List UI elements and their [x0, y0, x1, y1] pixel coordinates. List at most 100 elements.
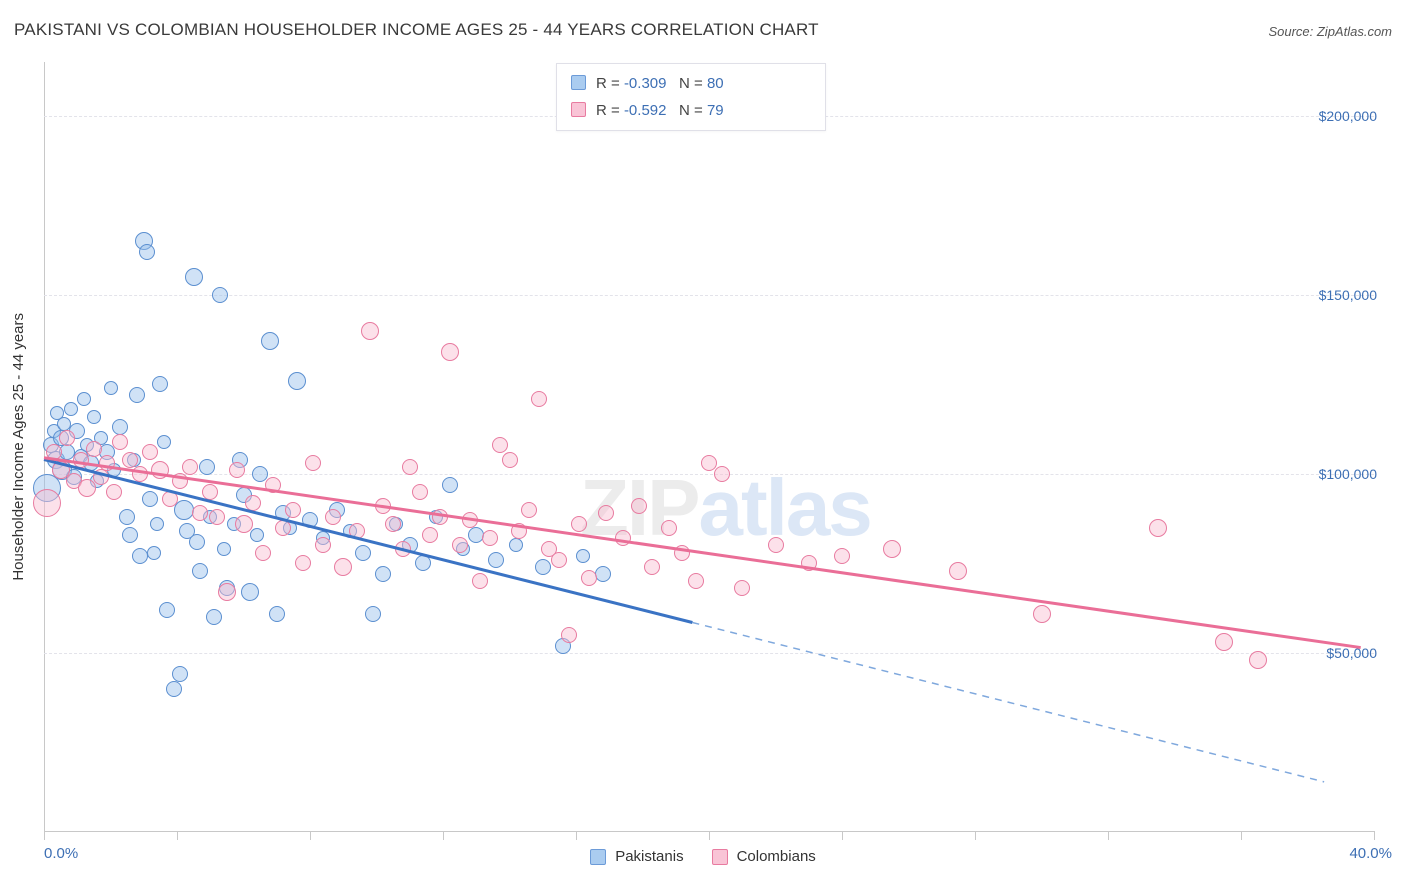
- data-point: [1248, 651, 1267, 670]
- data-point: [949, 561, 968, 580]
- y-axis-title: Householder Income Ages 25 - 44 years: [10, 62, 27, 832]
- legend-label-colombians: Colombians: [736, 848, 816, 865]
- pakistani-legend-swatch-icon: [590, 848, 607, 865]
- gridline: [44, 473, 1374, 475]
- x-tick: [709, 831, 710, 840]
- data-point: [139, 243, 156, 260]
- stats-legend-row-pakistanis: R = -0.309 N = 80: [571, 75, 724, 92]
- r-label-pakistani: R =: [596, 75, 624, 92]
- data-point: [295, 555, 312, 572]
- data-point: [184, 267, 203, 286]
- gridline: [44, 294, 1374, 296]
- pakistani-trend-line-extension: [692, 621, 1325, 783]
- data-point: [172, 666, 189, 683]
- y-tick-label: $100,000: [1318, 465, 1377, 482]
- data-point: [597, 505, 614, 522]
- data-point: [1032, 604, 1051, 623]
- trend-lines: [43, 456, 1361, 783]
- data-point: [1215, 633, 1234, 652]
- data-point: [305, 455, 322, 472]
- data-point: [182, 458, 199, 475]
- data-point: [1148, 518, 1167, 537]
- data-point: [440, 343, 459, 362]
- gridline: [44, 652, 1374, 654]
- data-point: [571, 516, 588, 532]
- legend-label-pakistanis: Pakistanis: [615, 848, 684, 865]
- data-point: [687, 573, 704, 590]
- swatch-pakistani-icon: [571, 75, 586, 90]
- data-point: [355, 544, 372, 561]
- colombian-legend-swatch-icon: [711, 848, 728, 865]
- source-label: Source: ZipAtlas.com: [1268, 24, 1392, 39]
- x-axis-max-label: 40.0%: [1349, 845, 1392, 862]
- n-value-pakistani: 80: [706, 75, 724, 92]
- data-point: [644, 558, 661, 575]
- data-point: [245, 494, 262, 511]
- data-point: [78, 479, 97, 498]
- stats-legend: R = -0.309 N = 80 R = -0.592 N = 79: [556, 63, 826, 131]
- data-point: [142, 444, 159, 461]
- data-point: [156, 434, 171, 449]
- data-point: [241, 583, 260, 602]
- data-point: [521, 501, 538, 518]
- n-label-pakistani: N =: [679, 75, 707, 92]
- data-point: [701, 455, 717, 472]
- n-value-colombian: 79: [706, 102, 724, 119]
- data-point: [208, 508, 225, 525]
- data-point: [198, 458, 215, 475]
- data-point: [575, 549, 590, 564]
- x-tick: [1108, 831, 1109, 840]
- data-point: [287, 371, 306, 390]
- data-point: [325, 508, 342, 525]
- data-point: [767, 537, 784, 554]
- data-point: [481, 530, 498, 547]
- legend-item-pakistanis[interactable]: Pakistanis: [590, 848, 684, 865]
- data-point: [365, 605, 382, 622]
- stats-legend-row-colombians: R = -0.592 N = 79: [571, 102, 724, 119]
- y-axis-title-text: Householder Income Ages 25 - 44 years: [10, 313, 27, 581]
- data-point: [375, 566, 392, 583]
- data-point: [122, 451, 139, 468]
- data-point: [561, 627, 578, 644]
- data-point: [451, 537, 468, 554]
- x-tick: [443, 831, 444, 840]
- data-point: [85, 440, 102, 457]
- data-point: [228, 462, 245, 479]
- data-point: [581, 569, 598, 586]
- data-point: [152, 376, 169, 393]
- data-point: [159, 601, 176, 618]
- y-tick-label: $200,000: [1318, 107, 1377, 124]
- data-point: [234, 515, 253, 533]
- data-point: [59, 430, 76, 447]
- scatter-plot: $200,000 $150,000 $100,000 $50,000 ZIPatlas: [33, 62, 1377, 840]
- data-point: [205, 609, 222, 626]
- data-point: [471, 573, 488, 590]
- legend-item-colombians[interactable]: Colombians: [711, 848, 816, 865]
- data-point: [501, 451, 518, 468]
- data-point: [188, 533, 205, 550]
- data-point: [714, 465, 731, 482]
- data-point: [488, 551, 505, 568]
- data-point: [661, 519, 678, 536]
- data-point: [103, 380, 118, 395]
- data-point: [192, 505, 209, 522]
- data-point: [212, 286, 229, 303]
- data-point: [122, 526, 139, 543]
- data-point: [491, 437, 508, 454]
- x-tick: [310, 831, 311, 840]
- data-point: [33, 488, 62, 517]
- y-tick-label: $50,000: [1326, 644, 1377, 661]
- data-point: [285, 501, 302, 518]
- data-point: [76, 391, 91, 406]
- x-tick: [1374, 831, 1375, 840]
- x-tick: [842, 831, 843, 840]
- data-point: [255, 544, 272, 561]
- data-point: [334, 557, 353, 576]
- x-tick: [1241, 831, 1242, 840]
- series-legend: Pakistanis Colombians: [0, 848, 1406, 865]
- data-point: [551, 551, 568, 568]
- data-point: [385, 516, 402, 532]
- data-point: [411, 483, 428, 500]
- pakistani-trend-line: [43, 458, 693, 624]
- data-point: [119, 508, 136, 525]
